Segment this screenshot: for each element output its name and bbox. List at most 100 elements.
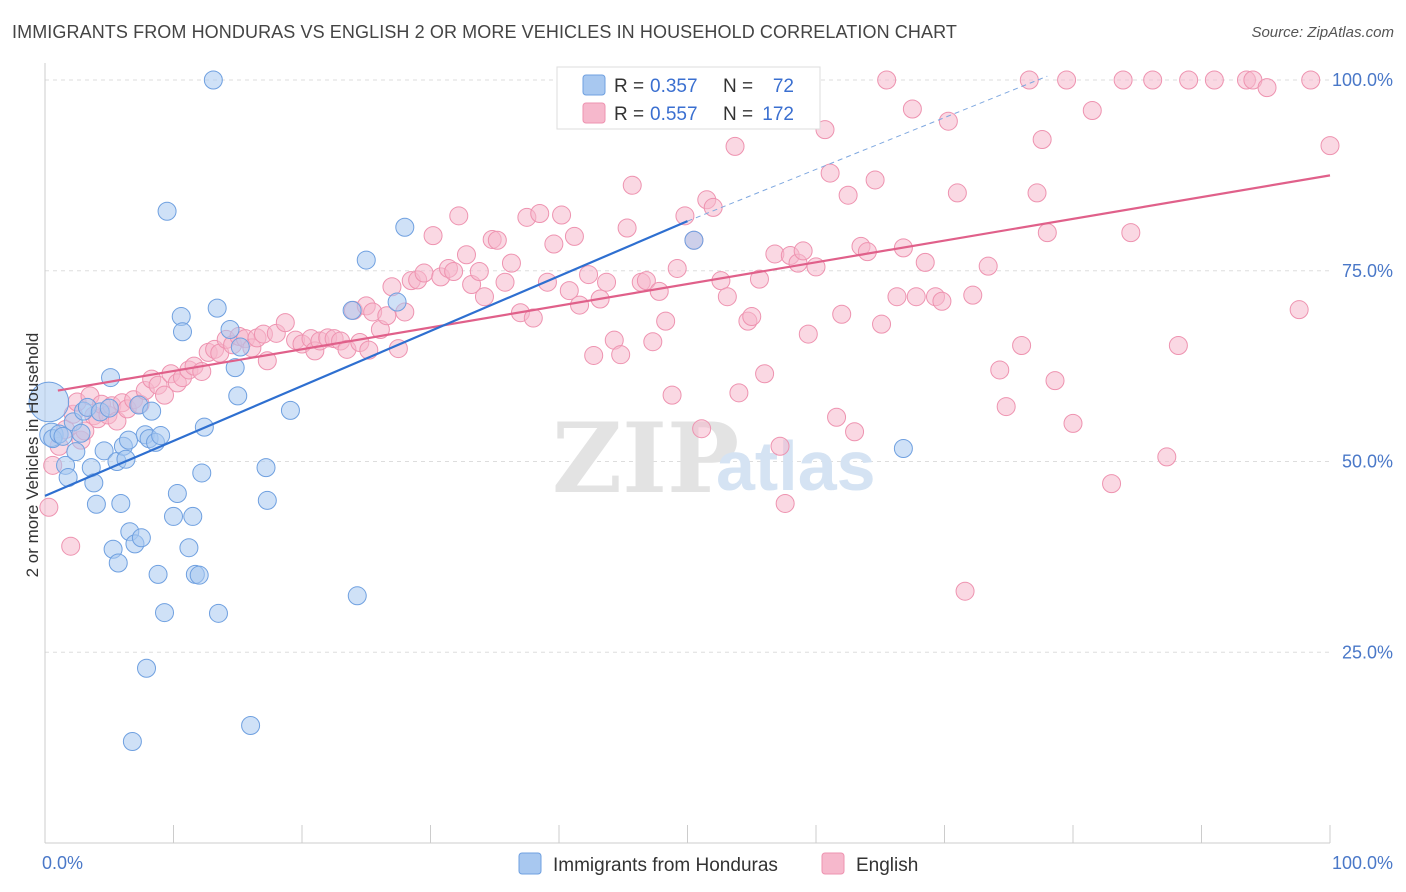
honduras-point xyxy=(131,528,151,548)
honduras-point xyxy=(684,230,704,250)
honduras-point xyxy=(99,398,119,418)
honduras-point xyxy=(387,292,407,312)
legend-box: R = 0.357 N = 72 R = 0.557 N = 172 xyxy=(556,66,821,130)
legend-swatch-pink xyxy=(582,102,606,124)
english-point xyxy=(872,314,892,334)
english-point xyxy=(1143,70,1163,90)
english-point xyxy=(827,407,847,427)
english-point xyxy=(711,271,731,291)
english-point xyxy=(1301,70,1321,90)
bottom-legend-swatch-pink xyxy=(821,852,845,875)
english-point xyxy=(865,170,885,190)
honduras-point xyxy=(256,458,276,478)
honduras-point xyxy=(203,70,223,90)
english-point xyxy=(414,263,434,283)
english-point xyxy=(530,204,550,224)
watermark-atlas: atlas xyxy=(716,427,876,505)
english-point xyxy=(444,262,464,282)
honduras-point xyxy=(241,715,261,735)
english-point xyxy=(938,111,958,131)
english-point xyxy=(793,241,813,261)
honduras-point xyxy=(192,463,212,483)
english-point xyxy=(1157,447,1177,467)
english-point xyxy=(729,383,749,403)
honduras-point xyxy=(167,484,187,504)
english-point xyxy=(570,295,590,315)
y-tick-label: 100.0% xyxy=(1332,70,1393,90)
honduras-point xyxy=(119,430,139,450)
english-point xyxy=(1179,70,1199,90)
x-tick-label-end: 100.0% xyxy=(1332,853,1393,873)
english-point xyxy=(955,581,975,601)
english-point xyxy=(501,253,521,273)
english-point xyxy=(39,497,59,517)
chart-title: IMMIGRANTS FROM HONDURAS VS ENGLISH 2 OR… xyxy=(12,22,957,42)
legend-r-label-pink: R = xyxy=(614,104,644,125)
legend-r-label-blue: R = xyxy=(614,76,644,97)
english-point xyxy=(1320,136,1340,156)
english-point xyxy=(377,306,397,326)
english-point xyxy=(597,272,617,292)
english-point xyxy=(611,345,631,365)
english-point xyxy=(947,183,967,203)
english-point xyxy=(579,265,599,285)
y-tick-label: 75.0% xyxy=(1342,261,1393,281)
english-point xyxy=(990,360,1010,380)
english-point xyxy=(692,419,712,439)
english-point xyxy=(584,345,604,365)
english-point xyxy=(622,175,642,195)
english-point xyxy=(61,536,81,556)
trend-lines xyxy=(44,75,1331,497)
honduras-point xyxy=(893,439,913,459)
y-tick-label: 25.0% xyxy=(1342,642,1393,662)
english-point xyxy=(1063,413,1083,433)
honduras-point xyxy=(347,586,367,606)
english-point xyxy=(717,287,737,307)
honduras-point xyxy=(142,401,162,421)
english-point xyxy=(1102,474,1122,494)
x-tick-label-start: 0.0% xyxy=(42,853,83,873)
english-point xyxy=(559,281,579,301)
english-point xyxy=(963,285,983,305)
legend-n-label-blue: N = xyxy=(723,76,753,97)
english-point xyxy=(996,397,1016,417)
axes-layer xyxy=(44,63,1331,844)
honduras-point xyxy=(94,441,114,461)
english-point xyxy=(469,262,489,282)
english-point xyxy=(155,385,175,405)
english-point xyxy=(449,206,469,226)
honduras-point xyxy=(172,322,192,342)
honduras-point xyxy=(137,658,157,678)
english-point xyxy=(1082,101,1102,121)
honduras-point xyxy=(395,217,415,237)
source-label: Source: ZipAtlas.com xyxy=(1251,24,1394,41)
honduras-trend-extension xyxy=(687,75,1048,222)
honduras-point xyxy=(280,400,300,420)
honduras-point xyxy=(28,381,70,423)
english-point xyxy=(495,272,515,292)
english-point xyxy=(667,258,687,278)
legend-n-value-pink: 172 xyxy=(762,104,794,125)
english-point xyxy=(1257,78,1277,98)
honduras-point xyxy=(108,553,128,573)
honduras-point xyxy=(157,201,177,221)
honduras-point xyxy=(356,250,376,270)
english-point xyxy=(1204,70,1224,90)
english-point xyxy=(725,136,745,156)
english-point xyxy=(643,332,663,352)
english-point xyxy=(887,287,907,307)
english-point xyxy=(1168,336,1188,356)
english-point xyxy=(749,269,769,289)
english-point xyxy=(474,287,494,307)
legend-n-label-pink: N = xyxy=(723,104,753,125)
honduras-point xyxy=(207,298,227,318)
english-point xyxy=(902,99,922,119)
english-point xyxy=(775,493,795,513)
legend-r-value-blue: 0.357 xyxy=(650,76,698,97)
english-point xyxy=(636,271,656,291)
english-point xyxy=(649,281,669,301)
english-point xyxy=(845,422,865,442)
honduras-point xyxy=(183,506,203,526)
english-point xyxy=(1057,70,1077,90)
